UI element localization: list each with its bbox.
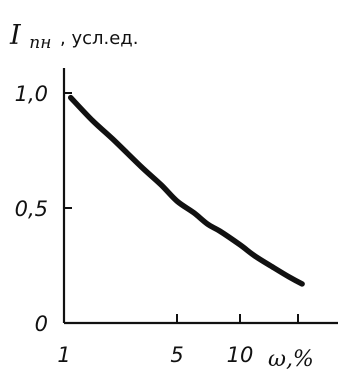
y-axis-title-subscript: пн (29, 33, 51, 53)
y-ticks: 0 0,5 1,0 (15, 82, 72, 336)
x-tick-label: 5 (170, 343, 183, 367)
y-axis-title: I пн , усл.ед. (9, 20, 138, 55)
series-line (67, 94, 305, 287)
y-tick-label: 1,0 (15, 82, 48, 106)
x-tick-label: 1 (57, 343, 70, 367)
y-axis-title-symbol: I (9, 20, 22, 51)
y-axis-title-units: , усл.ед. (60, 28, 138, 49)
x-tick-label: 10 (227, 343, 254, 367)
x-ticks: 1 5 10 (57, 314, 299, 367)
series (67, 94, 305, 287)
axes (62, 68, 338, 325)
y-tick-label: 0,5 (15, 197, 48, 221)
x-axis-title: ω,% (268, 347, 314, 372)
y-tick-label: 0 (35, 312, 48, 336)
